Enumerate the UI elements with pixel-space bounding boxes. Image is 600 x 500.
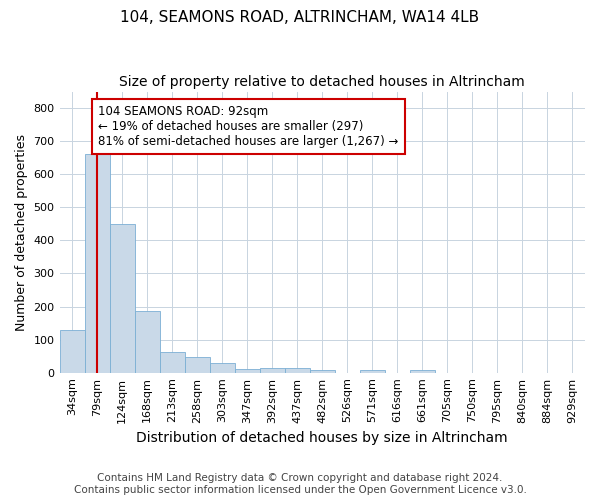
- Text: Contains HM Land Registry data © Crown copyright and database right 2024.
Contai: Contains HM Land Registry data © Crown c…: [74, 474, 526, 495]
- Bar: [160, 352, 185, 372]
- Bar: [209, 364, 235, 372]
- X-axis label: Distribution of detached houses by size in Altrincham: Distribution of detached houses by size …: [136, 431, 508, 445]
- Bar: [110, 224, 134, 372]
- Bar: [285, 368, 310, 372]
- Bar: [360, 370, 385, 372]
- Bar: [310, 370, 335, 372]
- Text: 104 SEAMONS ROAD: 92sqm
← 19% of detached houses are smaller (297)
81% of semi-d: 104 SEAMONS ROAD: 92sqm ← 19% of detache…: [98, 105, 399, 148]
- Title: Size of property relative to detached houses in Altrincham: Size of property relative to detached ho…: [119, 75, 525, 89]
- Bar: [85, 154, 110, 372]
- Bar: [410, 370, 435, 372]
- Bar: [185, 357, 209, 372]
- Bar: [59, 330, 85, 372]
- Bar: [134, 312, 160, 372]
- Bar: [260, 368, 285, 372]
- Text: 104, SEAMONS ROAD, ALTRINCHAM, WA14 4LB: 104, SEAMONS ROAD, ALTRINCHAM, WA14 4LB: [121, 10, 479, 25]
- Y-axis label: Number of detached properties: Number of detached properties: [15, 134, 28, 330]
- Bar: [235, 370, 260, 372]
